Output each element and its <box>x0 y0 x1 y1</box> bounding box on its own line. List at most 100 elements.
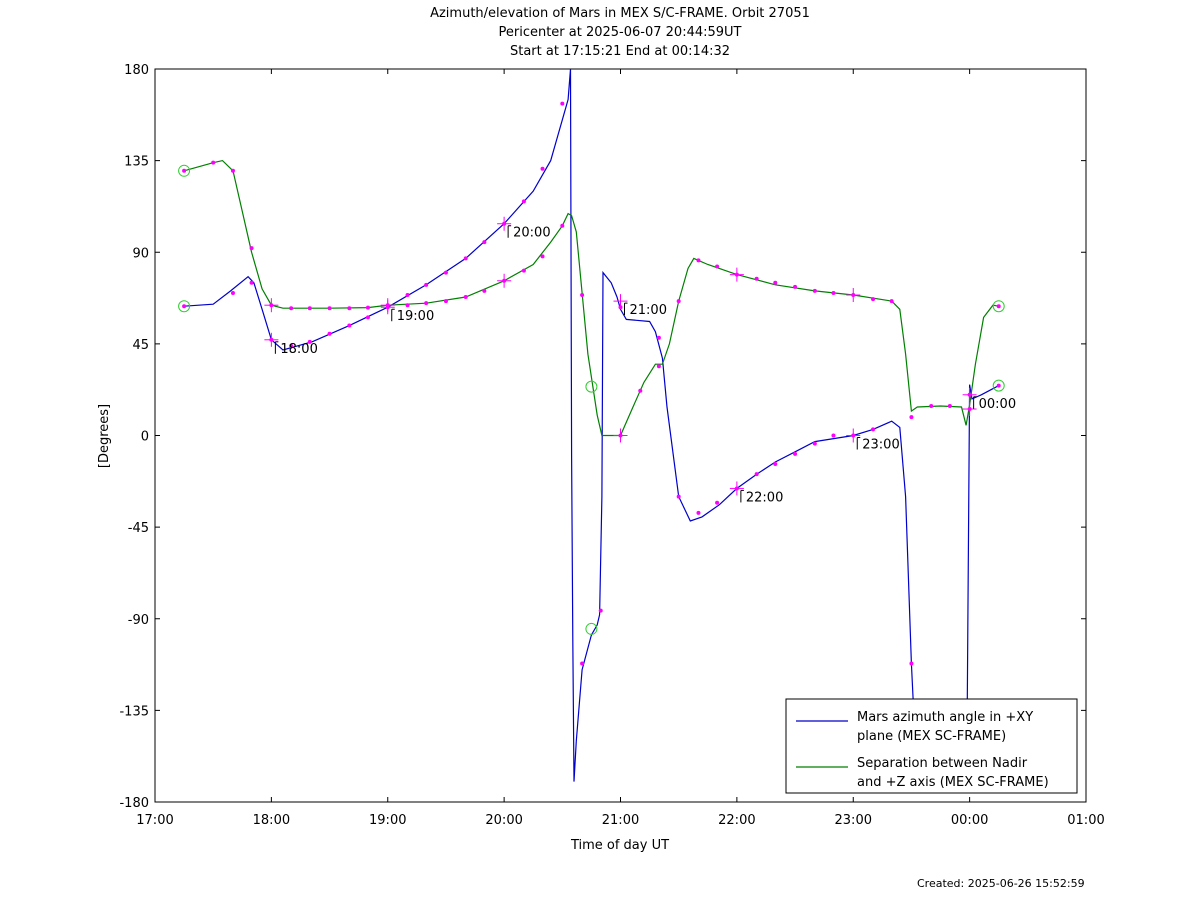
hour-cross-marker <box>962 387 977 402</box>
data-point-marker <box>996 304 1001 309</box>
legend-label: Mars azimuth angle in +XY <box>857 710 1033 725</box>
data-point-marker <box>249 280 254 285</box>
y-tick-label: -45 <box>128 521 149 536</box>
legend-box <box>785 698 1078 794</box>
y-tick-label: -135 <box>119 704 149 719</box>
data-point-marker <box>996 383 1001 388</box>
data-point-marker <box>773 462 778 467</box>
x-tick-label: 23:00 <box>835 813 872 828</box>
endpoint-circle <box>585 380 598 393</box>
data-point-marker <box>289 343 294 348</box>
x-axis-label: Time of day UT <box>570 838 669 853</box>
data-point-marker <box>424 301 429 306</box>
hour-cross-marker <box>846 288 861 303</box>
chart-title-line-1: Azimuth/elevation of Mars in MEX S/C-FRA… <box>430 6 810 21</box>
data-point-marker <box>482 240 487 245</box>
data-point-marker <box>715 264 720 269</box>
data-point-marker <box>947 403 952 408</box>
hour-cross-marker <box>264 298 279 313</box>
data-point-marker <box>793 451 798 456</box>
data-point-marker <box>676 299 681 304</box>
hour-cross-marker <box>846 428 861 443</box>
hour-cross-marker <box>497 216 512 231</box>
data-point-marker <box>540 254 545 259</box>
data-point-marker <box>443 299 448 304</box>
data-point-marker <box>307 306 312 311</box>
hour-cross-marker <box>264 332 279 347</box>
hour-annotation-label: 21:00 <box>630 303 667 318</box>
data-point-marker <box>230 290 235 295</box>
data-point-marker <box>424 282 429 287</box>
data-point-marker <box>347 323 352 328</box>
data-point-marker <box>249 246 254 251</box>
data-point-marker <box>405 293 410 298</box>
y-tick-label: 135 <box>124 155 149 170</box>
hour-cross-marker <box>729 481 744 496</box>
endpoint-circle <box>585 622 598 635</box>
x-tick-label: 19:00 <box>369 813 406 828</box>
data-point-marker <box>365 305 370 310</box>
hour-cross-marker <box>497 273 512 288</box>
data-point-marker <box>327 306 332 311</box>
data-point-marker <box>831 433 836 438</box>
endpoint-circle <box>178 300 191 313</box>
data-point-marker <box>831 290 836 295</box>
data-point-marker <box>307 339 312 344</box>
data-point-marker <box>754 472 759 477</box>
data-point-marker <box>929 403 934 408</box>
legend-label: Separation between Nadir <box>857 756 1028 771</box>
hour-cross-marker <box>729 267 744 282</box>
hour-cross-marker <box>962 402 977 417</box>
legend-label: plane (MEX SC-FRAME) <box>857 729 1006 744</box>
series-line-0 <box>184 69 999 782</box>
data-point-marker <box>889 299 894 304</box>
data-point-marker <box>909 415 914 420</box>
endpoint-circle <box>992 379 1005 392</box>
hour-annotation-label: 18:00 <box>280 342 317 357</box>
data-point-marker <box>580 293 585 298</box>
x-tick-label: 20:00 <box>485 813 522 828</box>
data-point-marker <box>521 268 526 273</box>
data-point-marker <box>715 500 720 505</box>
data-point-marker <box>289 306 294 311</box>
data-point-marker <box>696 258 701 263</box>
data-point-marker <box>696 510 701 515</box>
hour-annotation-label: 00:00 <box>979 397 1016 412</box>
x-tick-label: 22:00 <box>718 813 755 828</box>
data-point-marker <box>638 388 643 393</box>
data-point-marker <box>230 168 235 173</box>
data-point-marker <box>812 288 817 293</box>
hour-annotation-label: 22:00 <box>746 490 783 505</box>
data-point-marker <box>871 297 876 302</box>
data-point-marker <box>182 304 187 309</box>
data-point-marker <box>443 270 448 275</box>
y-tick-label: 90 <box>132 246 149 261</box>
data-point-marker <box>482 288 487 293</box>
hour-annotation-label: 20:00 <box>513 226 550 241</box>
data-point-marker <box>793 284 798 289</box>
x-tick-label: 00:00 <box>951 813 988 828</box>
data-point-marker <box>365 315 370 320</box>
data-point-marker <box>580 661 585 666</box>
data-point-marker <box>656 364 661 369</box>
endpoint-circle <box>992 300 1005 313</box>
hour-cross-marker <box>613 428 628 443</box>
data-point-marker <box>773 280 778 285</box>
data-point-marker <box>871 427 876 432</box>
x-tick-label: 18:00 <box>253 813 290 828</box>
data-point-marker <box>347 306 352 311</box>
hour-cross-marker <box>380 298 395 313</box>
hour-cross-marker <box>613 294 628 309</box>
data-point-marker <box>812 441 817 446</box>
data-point-marker <box>463 295 468 300</box>
created-timestamp: Created: 2025-06-26 15:52:59 <box>917 877 1085 890</box>
data-point-marker <box>598 608 603 613</box>
legend-label: and +Z axis (MEX SC-FRAME) <box>857 775 1049 790</box>
data-point-marker <box>540 166 545 171</box>
data-point-marker <box>327 331 332 336</box>
series-line-1 <box>183 159 999 437</box>
data-point-marker <box>754 276 759 281</box>
y-tick-label: 45 <box>132 338 149 353</box>
data-point-marker <box>521 199 526 204</box>
